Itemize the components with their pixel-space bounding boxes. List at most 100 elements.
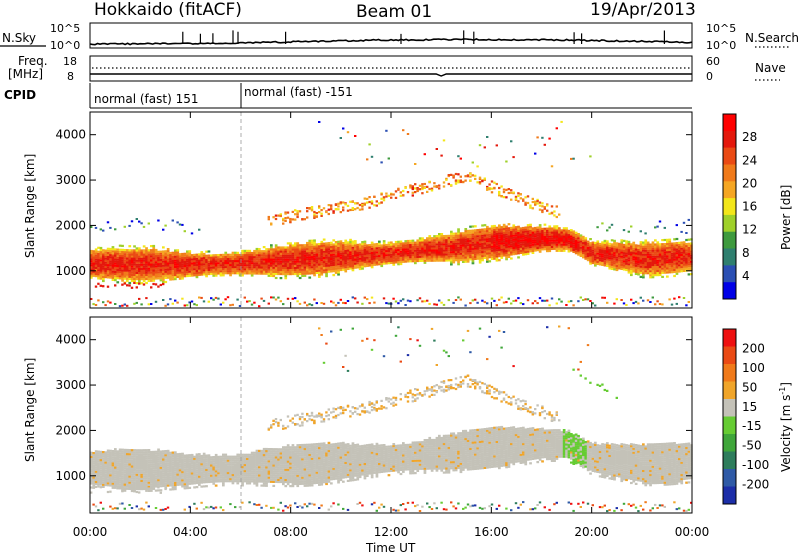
velocity-cell (159, 483, 163, 486)
power-cell (366, 262, 369, 265)
velocity-cell (145, 457, 148, 460)
power-cell (284, 260, 288, 263)
power-cell (109, 250, 112, 253)
power-cell (274, 268, 278, 271)
power-cell (661, 271, 664, 274)
power-cell (332, 267, 336, 271)
power-cell (606, 264, 609, 267)
power-cell (435, 245, 439, 248)
power-cell (114, 250, 117, 253)
power-cell (135, 263, 139, 266)
power-cell (596, 242, 600, 245)
power-cell (529, 233, 532, 237)
power-cell (404, 244, 408, 247)
power-cell (546, 250, 549, 253)
power-cell (380, 161, 383, 164)
power-cell (414, 259, 417, 263)
velocity-cell (106, 482, 110, 485)
velocity-cell (159, 452, 163, 455)
power-cell (615, 262, 619, 265)
power-cell (279, 272, 283, 276)
power-cell (505, 250, 508, 253)
power-cell (493, 187, 496, 190)
power-cell (97, 258, 100, 262)
power-cell (435, 235, 439, 238)
power-cell (320, 269, 324, 272)
power-cell (368, 143, 371, 146)
power-cell (536, 236, 540, 239)
power-cell (301, 264, 304, 267)
power-cell (464, 234, 468, 237)
power-cell (298, 254, 302, 257)
power-cell (426, 247, 429, 250)
power-cell (663, 249, 667, 252)
power-cell (210, 270, 213, 273)
power-cell (246, 251, 249, 255)
power-cell (332, 257, 336, 260)
power-cell (546, 227, 549, 230)
power-cell (260, 297, 263, 300)
power-cell (591, 253, 595, 256)
power-cell (625, 246, 628, 249)
power-cell (661, 253, 664, 256)
power-cell (649, 253, 652, 256)
power-cell (106, 257, 110, 261)
velocity-cell (104, 461, 108, 464)
power-cell (190, 258, 194, 261)
velocity-cell (130, 449, 134, 452)
power-cell (651, 257, 655, 260)
power-cell (579, 238, 583, 241)
power-cell (481, 248, 484, 252)
power-cell (109, 301, 112, 304)
power-cell (490, 247, 494, 250)
power-cell (546, 241, 549, 244)
power-cell (164, 270, 168, 273)
power-cell (330, 204, 333, 207)
power-cell (498, 190, 501, 194)
velocity-cell (162, 482, 165, 486)
velocity-cell (106, 490, 110, 494)
power-cell (555, 241, 559, 244)
power-cell (128, 271, 132, 274)
power-cell (322, 242, 326, 245)
power-cell (421, 183, 424, 186)
power-cell (510, 251, 513, 254)
power-cell (519, 249, 523, 252)
power-cell (483, 250, 487, 253)
power-cell (318, 206, 321, 209)
power-cell (97, 265, 100, 268)
power-cell (546, 299, 549, 302)
velocity-cell (109, 449, 112, 452)
power-cell (522, 303, 525, 306)
power-cell (301, 260, 304, 263)
power-cell (255, 272, 259, 275)
power-cell (567, 300, 570, 303)
velocity-cell (126, 459, 129, 462)
power-cell (346, 131, 350, 134)
power-cell (462, 238, 465, 241)
power-cell (327, 256, 331, 259)
power-cell (123, 263, 127, 266)
power-cell (248, 258, 252, 261)
power-cell (277, 250, 280, 253)
power-cell (572, 234, 576, 237)
power-cell (414, 251, 417, 254)
power-cell (320, 261, 324, 264)
power-cell (598, 257, 602, 260)
power-cell (447, 243, 451, 246)
power-cell (267, 250, 271, 253)
power-cell (457, 242, 460, 245)
power-cell (190, 232, 194, 235)
power-cell (296, 215, 299, 219)
power-cell (176, 267, 180, 270)
power-cell (673, 242, 676, 245)
power-cell (322, 260, 326, 264)
power-cell (301, 262, 304, 265)
power-cell (486, 250, 489, 253)
power-cell (174, 278, 177, 281)
power-cell (392, 259, 396, 262)
power-cell (488, 237, 492, 240)
power-cell (92, 258, 96, 261)
power-cell (162, 277, 165, 280)
power-cell (116, 258, 120, 261)
